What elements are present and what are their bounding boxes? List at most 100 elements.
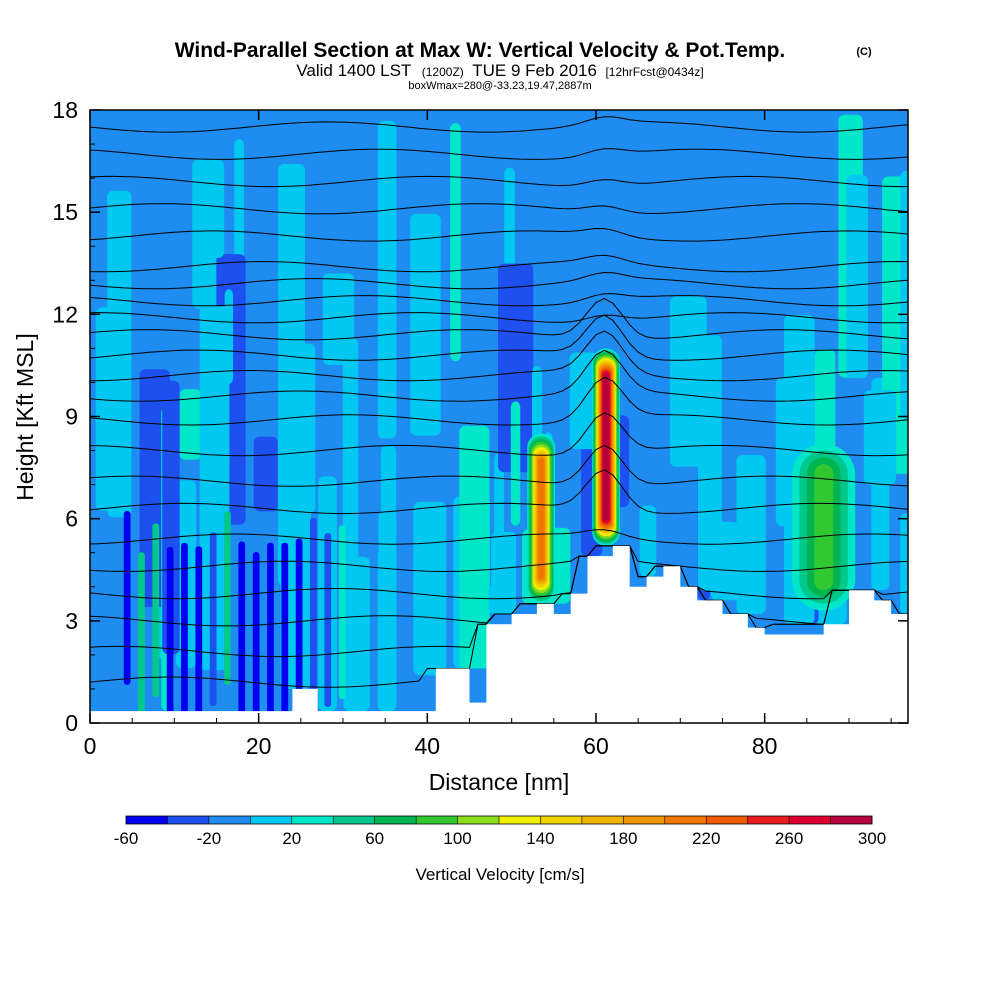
y-tick-label: 12 [52,301,78,327]
isentrope-line [90,293,908,307]
colorbar-tick-label: 100 [443,829,471,848]
velocity-streak [107,190,132,518]
isentrope-line [90,469,908,515]
colorbar-swatch [416,816,458,824]
x-tick-label: 0 [84,733,97,759]
chart-title: Wind-Parallel Section at Max W: Vertical… [175,39,786,62]
updraft-contour [537,458,545,580]
isentrope-line [90,444,908,487]
velocity-streak [253,436,278,512]
colorbar-swatch [706,816,748,824]
colorbar-tick-label: 260 [775,829,803,848]
y-axis-label: Height [Kft MSL] [12,333,38,500]
terrain-mask [90,545,908,723]
isentrope-line [90,175,908,188]
isentrope-line [90,349,908,402]
isentrope-line [90,254,908,273]
velocity-streak [494,453,505,615]
velocity-streak [900,513,908,615]
colorbar-tick-label: 180 [609,829,637,848]
velocity-streak [498,263,534,473]
x-tick-label: 80 [752,733,778,759]
subtitle-utc: (1200Z) [422,65,464,79]
plot-area [90,110,908,723]
x-axis-label: Distance [nm] [429,769,570,795]
y-tick-label: 18 [52,97,78,123]
colorbar-swatch [457,816,500,824]
isentrope-line [90,271,908,290]
velocity-streak [377,120,397,439]
velocity-streak [450,123,461,362]
velocity-streak [697,335,722,591]
updraft-cores [527,348,856,611]
low-level-streak [123,511,131,685]
y-axis: 0 3 6 9 12 15 18 [52,97,908,736]
colorbar-swatch [540,816,583,824]
velocity-streak [343,556,371,712]
chart-info-line: boxWmax=280@-33.23,19.47,2887m [408,80,591,92]
colorbar-tick-label: 300 [858,829,886,848]
velocity-streak [410,213,441,436]
velocity-streak [278,163,306,523]
terrain-shape [90,545,908,723]
low-level-streak [152,523,160,698]
isentrope-line [90,376,908,426]
colorbar-swatch [581,816,624,824]
colorbar-swatch [167,816,210,824]
isentrope-line [90,298,908,341]
colorbar-swatch [830,816,873,824]
low-level-streak [209,532,217,707]
y-tick-label: 0 [65,710,78,736]
velocity-streaks [95,114,908,723]
velocity-streak [639,505,657,577]
velocity-streak [846,174,868,379]
isentrope-line [90,545,908,600]
colorbar [125,815,873,825]
low-level-streak [181,542,188,717]
chart-title-mark: (C) [856,46,872,58]
isentrope-line [90,203,908,215]
velocity-streak [459,425,490,669]
x-tick-label: 60 [583,733,609,759]
subtitle-date: TUE 9 Feb 2016 [472,61,597,80]
velocity-streak [179,389,202,460]
isentrope-line [90,312,908,324]
colorbar-tick-label: 20 [282,829,301,848]
isentrope-line [90,116,908,133]
colorbar-swatch [291,816,334,824]
low-level-streak [295,538,303,713]
velocity-streak [194,181,225,258]
low-level-streak [224,511,231,686]
isentrope-line [90,545,908,627]
low-level-streak [310,517,317,692]
colorbar-swatch [789,816,831,824]
x-tick-label: 20 [246,733,272,759]
isentrope-line [90,412,908,457]
colorbar-tick-label: 220 [692,829,720,848]
low-level-streak [238,541,246,716]
velocity-streak [900,170,908,420]
colorbar-swatch [208,816,251,824]
low-level-streak [281,542,289,717]
colorbar-tick-label: -20 [197,829,222,848]
velocity-streak [669,296,707,467]
isentrope-line [90,330,908,382]
velocity-streak [510,401,521,526]
colorbar-tick-label: 60 [365,829,384,848]
velocity-streak [342,337,359,581]
chart-subtitle: Valid 1400 LST (1200Z) TUE 9 Feb 2016 [1… [296,61,703,80]
velocity-streak [378,510,397,712]
isentrope-line [90,545,908,573]
velocity-streak [162,380,180,655]
colorbar-swatch [126,816,168,824]
colorbar-swatch [747,816,790,824]
low-level-streak [166,547,174,721]
colorbar-label: Vertical Velocity [cm/s] [415,865,584,884]
low-level-streak [267,542,274,717]
y-tick-label: 9 [65,404,78,430]
x-tick-label: 40 [415,733,441,759]
velocity-streak [488,585,511,615]
low-level-streak [324,533,332,707]
subtitle-valid: Valid 1400 LST [296,61,411,80]
